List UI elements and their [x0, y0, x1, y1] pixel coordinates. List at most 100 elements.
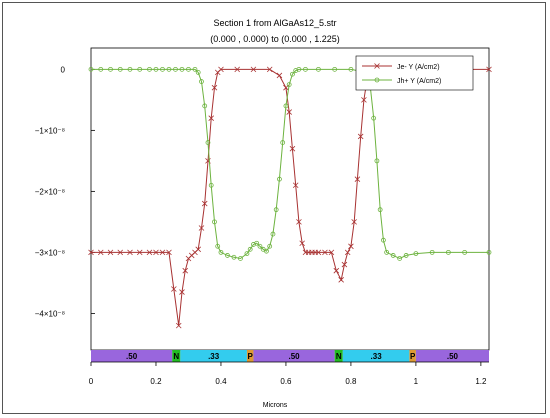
data-point: [371, 115, 377, 121]
series-line-1: [91, 68, 489, 260]
data-point: [202, 103, 208, 109]
x-tick-label: 0.6: [280, 377, 292, 386]
data-point: [211, 84, 218, 91]
data-point: [195, 70, 201, 75]
data-point: [107, 249, 114, 256]
region-segment: [172, 350, 181, 362]
data-point: [348, 66, 354, 72]
data-point: [247, 246, 253, 252]
data-point: [445, 249, 451, 255]
legend-marker: [374, 63, 380, 69]
data-point: [201, 200, 208, 207]
data-point: [257, 243, 263, 249]
data-point: [136, 249, 143, 256]
data-point: [179, 289, 185, 295]
data-point: [238, 256, 243, 261]
data-point: [137, 66, 143, 72]
data-point: [108, 66, 113, 72]
data-point: [348, 243, 354, 250]
data-point: [117, 66, 123, 72]
data-point: [153, 66, 159, 72]
data-point: [127, 249, 133, 256]
region-label: .50: [288, 352, 300, 361]
y-tick-label: −3×10⁻⁸: [35, 248, 65, 257]
data-point: [225, 253, 230, 258]
region-label: .50: [447, 352, 459, 361]
data-point: [218, 66, 224, 73]
data-point: [267, 243, 273, 249]
data-point: [332, 66, 338, 72]
data-point: [283, 103, 289, 109]
data-point: [328, 249, 335, 256]
data-point: [192, 66, 198, 72]
data-point: [374, 158, 380, 164]
data-point: [277, 176, 282, 182]
data-point: [290, 71, 295, 77]
x-axis: 0 0.2 0.4 0.6 0.8 1 1.2: [89, 361, 489, 386]
legend-label: Je- Y (A/cm2): [397, 64, 440, 71]
data-point: [361, 97, 367, 103]
x-tick-label: 0.4: [215, 377, 227, 386]
data-point: [88, 66, 94, 72]
data-point: [186, 66, 191, 72]
data-point: [299, 240, 305, 247]
data-point: [97, 249, 104, 256]
legend-label: Jh+ Y (A/cm2): [397, 78, 441, 85]
data-point: [199, 79, 204, 84]
data-point: [276, 72, 283, 79]
data-point: [429, 249, 435, 255]
region-label: .50: [126, 352, 138, 361]
data-point: [182, 267, 189, 274]
data-point: [205, 140, 211, 145]
data-point: [316, 66, 321, 72]
region-segment: [246, 350, 254, 362]
y-tick-label: −2×10⁻⁸: [35, 187, 65, 196]
data-point: [208, 182, 214, 188]
series-line-0: [91, 68, 489, 326]
data-point: [215, 243, 221, 249]
x-tick-label: 1: [414, 377, 419, 386]
data-point: [266, 66, 273, 73]
data-point: [344, 249, 351, 256]
data-point: [286, 82, 292, 88]
region-segment: [253, 350, 335, 362]
region-label: N: [336, 352, 342, 361]
x-tick-label: 0.2: [150, 377, 162, 386]
data-point: [166, 66, 172, 72]
data-point: [159, 249, 166, 256]
data-point: [381, 237, 386, 243]
data-point: [486, 249, 492, 255]
data-point: [254, 240, 260, 246]
data-point: [234, 66, 240, 73]
data-point: [280, 140, 286, 145]
data-point: [357, 133, 364, 140]
x-tick-label: 0: [89, 377, 94, 386]
data-point: [341, 261, 348, 268]
region-segment: [91, 350, 173, 362]
x-axis-label: Microns: [262, 402, 288, 409]
region-label: .33: [371, 352, 383, 361]
data-point: [384, 249, 390, 255]
region-segment: [334, 350, 343, 362]
region-label: P: [410, 352, 416, 361]
data-point: [244, 251, 250, 257]
region-segment: [342, 350, 410, 362]
y-tick-label: 0: [61, 65, 66, 74]
data-point: [296, 219, 302, 225]
chart-title: Section 1 from AlGaAs12_5.str: [213, 18, 337, 28]
data-point: [175, 322, 182, 329]
data-point: [171, 286, 177, 292]
x-tick-label: 1.2: [475, 377, 487, 386]
data-point: [462, 249, 468, 255]
plot-area: [90, 47, 490, 351]
data-point: [315, 249, 322, 256]
region-bar: .50 N .33 P .50 N .33 P .50: [91, 350, 489, 362]
chart-subtitle: (0.000 , 0.000) to (0.000 , 1.225): [210, 34, 340, 44]
data-point: [153, 249, 159, 256]
data-point: [173, 66, 178, 72]
data-point: [166, 249, 172, 256]
data-point: [273, 207, 279, 213]
data-point: [303, 66, 308, 72]
data-point: [390, 253, 396, 258]
data-point: [160, 66, 165, 72]
